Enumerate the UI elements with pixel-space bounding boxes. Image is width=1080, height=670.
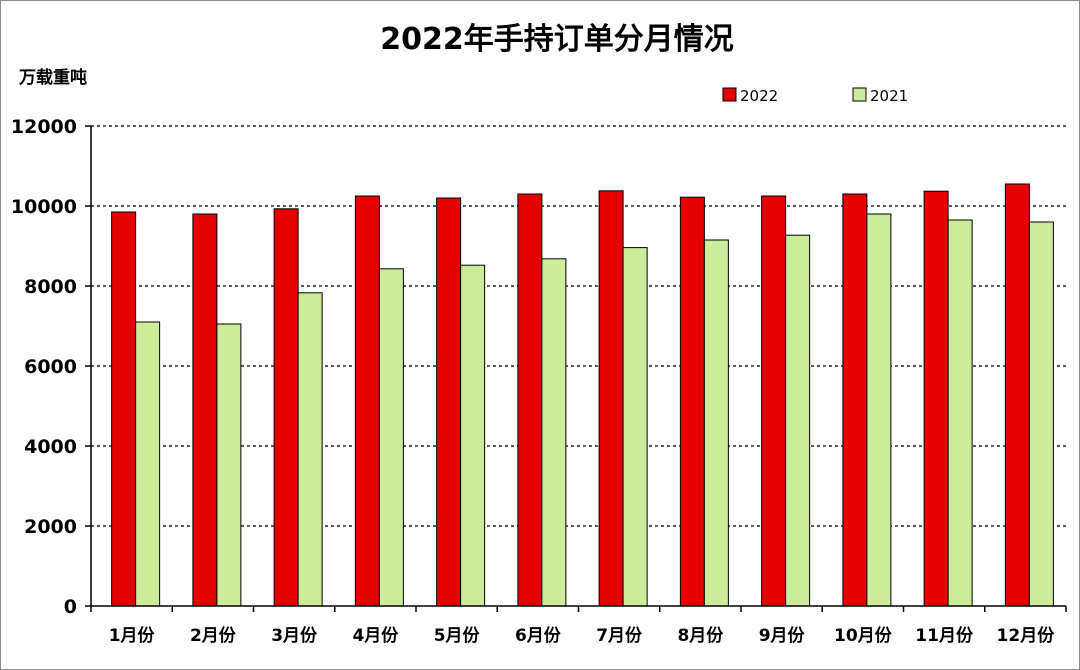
x-tick-label: 9月份: [759, 625, 806, 646]
bar-2021-5: [460, 264, 486, 607]
x-tick-label: 11月份: [915, 625, 974, 646]
bar-2022-1: [111, 211, 137, 607]
bar-2021-2: [216, 323, 242, 607]
y-tick-label: 4000: [24, 436, 77, 458]
y-tick-label: 8000: [24, 276, 77, 298]
bar-2022-6: [517, 193, 543, 607]
bar-2022-3: [273, 208, 299, 607]
bar-2021-9: [785, 234, 811, 607]
legend-label-2021: 2021: [870, 87, 908, 105]
bar-2022-9: [761, 195, 787, 607]
bar-2022-4: [354, 195, 380, 607]
y-tick-label: 12000: [11, 116, 77, 138]
bar-2022-10: [842, 193, 868, 607]
bars: [111, 183, 1054, 607]
bar-2022-2: [192, 213, 218, 607]
axes: [85, 125, 1067, 612]
y-tick-label: 0: [64, 596, 77, 618]
chart-title: 2022年手持订单分月情况: [380, 22, 734, 57]
bar-2021-1: [135, 321, 161, 607]
bar-2021-4: [378, 268, 404, 607]
x-tick-label: 8月份: [677, 625, 724, 646]
legend-label-2022: 2022: [740, 87, 778, 105]
bar-2022-8: [679, 196, 705, 607]
y-axis-unit-label: 万载重吨: [18, 67, 87, 88]
x-tick-label: 4月份: [352, 625, 399, 646]
gridlines: [91, 125, 1066, 527]
y-tick-label: 10000: [11, 196, 77, 218]
legend: 2022 2021: [722, 87, 908, 105]
bar-2022-11: [923, 190, 949, 607]
y-tick-labels: 0 2000 4000 6000 8000 10000 12000: [11, 116, 77, 618]
x-tick-label: 10月份: [834, 625, 893, 646]
legend-swatch-2022: [722, 87, 737, 102]
x-tick-label: 1月份: [109, 625, 156, 646]
bar-2021-6: [541, 258, 567, 607]
x-tick-label: 7月份: [596, 625, 643, 646]
bar-2021-10: [866, 213, 892, 607]
bar-2021-11: [947, 219, 973, 607]
y-tick-label: 2000: [24, 516, 77, 538]
bar-2021-8: [703, 239, 729, 607]
x-tick-label: 5月份: [434, 625, 481, 646]
bar-2022-5: [436, 197, 462, 607]
bar-2022-7: [598, 190, 624, 607]
x-tick-label: 2月份: [190, 625, 237, 646]
x-tick-labels: 1月份 2月份 3月份 4月份 5月份 6月份 7月份 8月份 9月份 10月份 11月份 12月份: [109, 625, 1055, 646]
bar-2021-3: [297, 292, 323, 607]
x-tick-label: 3月份: [271, 625, 318, 646]
y-tick-label: 6000: [24, 356, 77, 378]
bar-2021-7: [622, 247, 648, 607]
bar-2022-12: [1004, 183, 1030, 607]
legend-swatch-2021: [852, 87, 867, 102]
x-tick-label: 12月份: [997, 625, 1056, 646]
bar-2021-12: [1028, 221, 1054, 607]
x-tick-label: 6月份: [515, 625, 562, 646]
